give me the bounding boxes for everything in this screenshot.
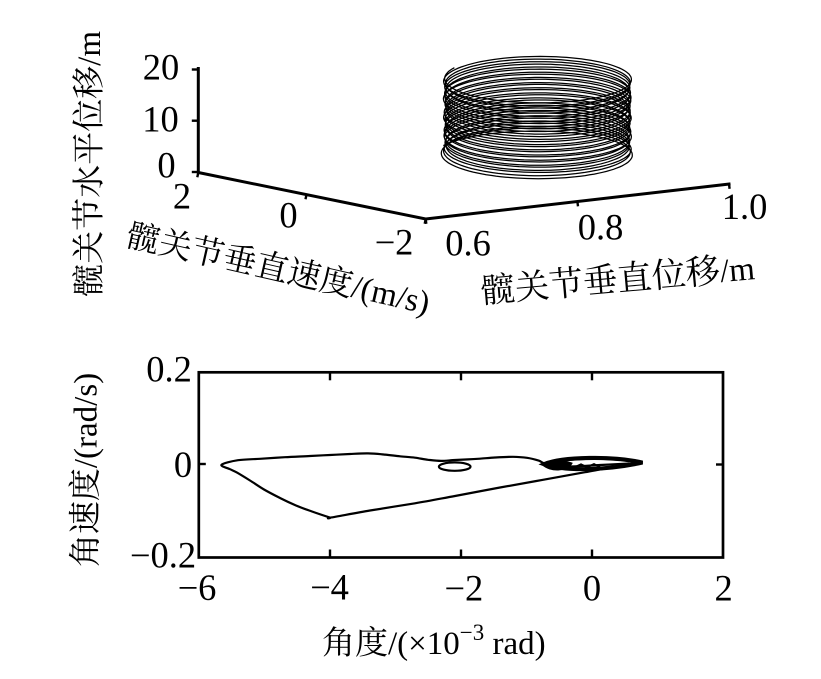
svg-text:−0.2: −0.2 [130, 535, 196, 576]
svg-text:10: 10 [142, 99, 179, 140]
svg-text:−4: −4 [310, 567, 349, 608]
svg-text:0: 0 [174, 444, 192, 485]
svg-text:0.2: 0.2 [146, 349, 192, 390]
svg-text:−2: −2 [375, 222, 414, 263]
svg-text:/m: /m [718, 251, 756, 290]
svg-text:/m: /m [72, 31, 108, 66]
svg-text:20: 20 [143, 47, 180, 88]
svg-text:−6: −6 [178, 567, 217, 608]
svg-text:2: 2 [714, 568, 732, 609]
svg-text:/(×10−3 rad): /(×10−3 rad) [388, 620, 546, 662]
svg-text:0: 0 [279, 195, 297, 236]
svg-text:0: 0 [157, 145, 175, 186]
svg-text:0.6: 0.6 [445, 223, 491, 264]
svg-text:0.8: 0.8 [578, 207, 624, 248]
svg-text:0: 0 [583, 568, 601, 609]
svg-text:1.0: 1.0 [722, 186, 768, 227]
svg-text:/(rad/s): /(rad/s) [69, 373, 105, 468]
svg-text:−2: −2 [444, 568, 483, 609]
svg-text:2: 2 [173, 176, 191, 217]
